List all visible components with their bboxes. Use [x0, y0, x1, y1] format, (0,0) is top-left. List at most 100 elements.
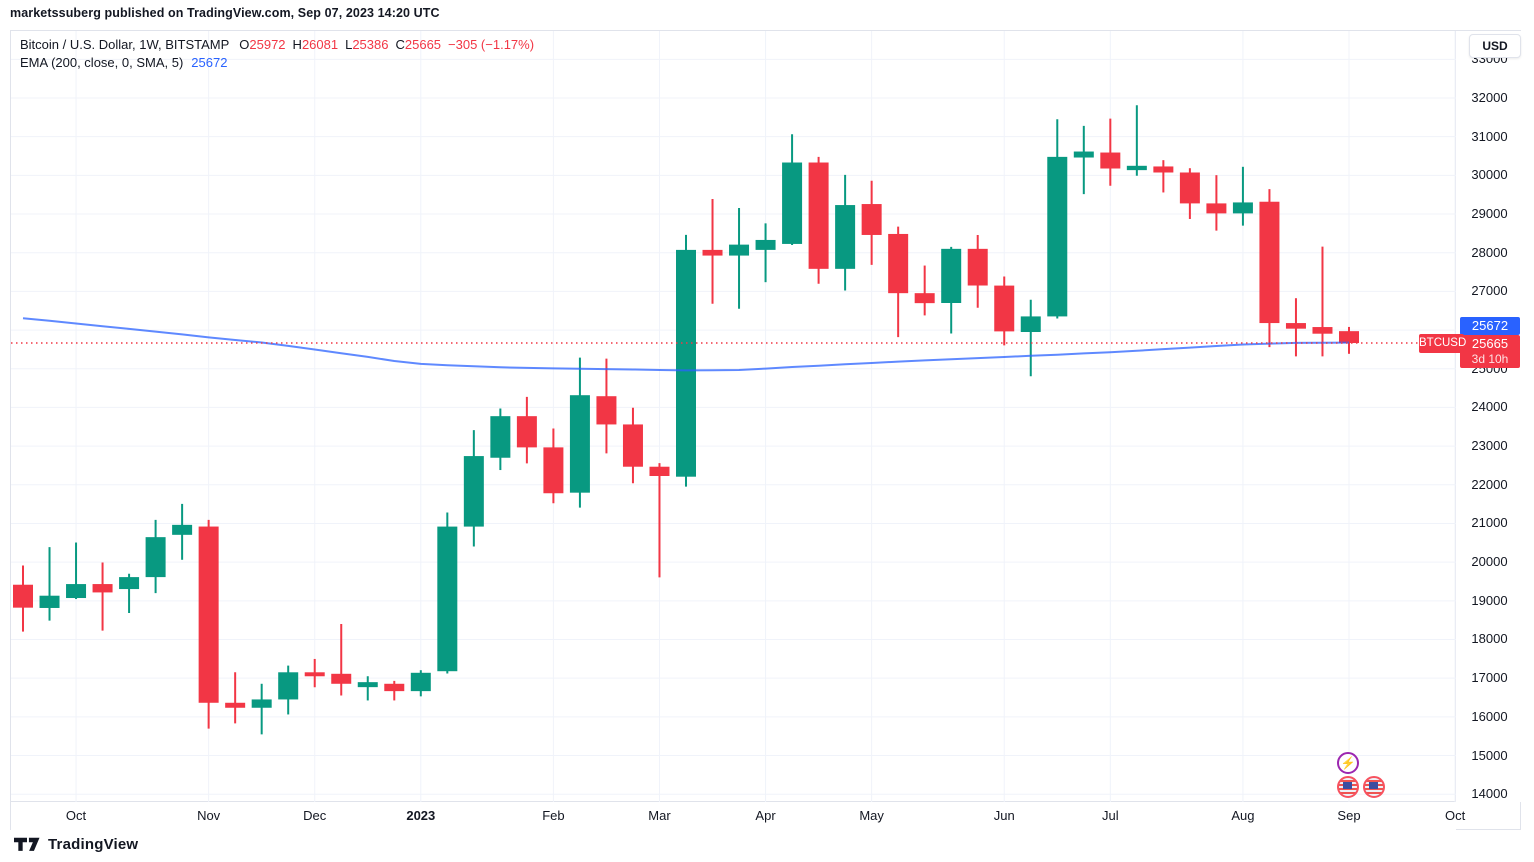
candle-body — [278, 672, 299, 700]
price-tick-label: 29000 — [1471, 206, 1508, 222]
candle-body — [1126, 165, 1147, 171]
last-price-value: 25665 — [1471, 336, 1509, 351]
time-tick-label: Oct — [1444, 808, 1466, 823]
price-tick-label: 27000 — [1471, 283, 1508, 299]
candle-body — [1312, 327, 1333, 334]
candle-body — [172, 524, 193, 535]
tradingview-logo-text[interactable]: TradingView — [48, 836, 139, 853]
chart-legend: Bitcoin / U.S. Dollar, 1W, BITSTAMP O259… — [20, 36, 541, 72]
candle-body — [861, 204, 882, 235]
price-tick-label: 24000 — [1471, 399, 1508, 415]
candle-body — [543, 447, 564, 494]
ohlc-low: L25386 — [345, 36, 389, 52]
time-tick-label: Feb — [542, 808, 565, 823]
price-tick-label: 30000 — [1471, 167, 1508, 183]
candle-body — [304, 672, 325, 677]
event-us-flag-icon[interactable] — [1363, 776, 1385, 798]
chart-canvas[interactable] — [11, 31, 1456, 802]
time-tick-label: 2023 — [406, 808, 436, 823]
time-tick-label: Jun — [993, 808, 1015, 823]
candle-body — [119, 577, 140, 590]
candle-body — [755, 239, 776, 250]
time-tick-label: Nov — [197, 808, 221, 823]
footer: TradingView — [14, 836, 138, 853]
candle-body — [1259, 201, 1280, 324]
price-tick-label: 22000 — [1471, 476, 1508, 492]
time-tick-label: Mar — [648, 808, 671, 823]
price-tick-label: 32000 — [1471, 90, 1508, 105]
time-tick-label: Jul — [1102, 808, 1119, 823]
candle-body — [782, 162, 803, 244]
candle-body — [1100, 152, 1121, 169]
price-tick-label: 16000 — [1471, 708, 1508, 724]
candle-body — [914, 293, 935, 304]
price-tick-label: 23000 — [1471, 438, 1508, 454]
time-scale[interactable]: Oct Nov Dec 2023 Feb Mar Apr May Jun Jul Aug Sep Oct — [11, 803, 1465, 831]
candle-body — [1047, 156, 1068, 317]
last-price-axis-label: 25665 3d 10h — [1460, 335, 1520, 368]
candle-body — [941, 248, 962, 303]
event-us-flag-icon[interactable] — [1337, 776, 1359, 798]
candle-body — [410, 672, 431, 692]
candle-body — [331, 673, 352, 684]
candle-body — [145, 537, 166, 578]
candle-body — [835, 205, 856, 269]
ohlc-open: O25972 — [239, 36, 286, 52]
candle-body — [516, 416, 537, 448]
time-tick-label: Sep — [1337, 808, 1361, 823]
candle-body — [1020, 316, 1041, 333]
price-tick-label: 31000 — [1471, 128, 1508, 144]
candle-body — [1339, 331, 1359, 344]
price-tick-label: 28000 — [1471, 244, 1508, 260]
candle-body — [1179, 172, 1200, 204]
candlestick-pane[interactable]: Bitcoin / U.S. Dollar, 1W, BITSTAMP O259… — [11, 31, 1456, 802]
candle-body — [251, 699, 272, 708]
price-tick-label: 17000 — [1471, 670, 1508, 686]
ohlc-close: C25665 — [395, 36, 442, 52]
ohlc-change: −305 (−1.17%) — [448, 36, 535, 52]
ema-value-axis-label: 25672 — [1460, 317, 1520, 335]
time-tick-label: Oct — [65, 808, 87, 823]
ohlc-high: H26081 — [292, 36, 339, 52]
candle-body — [1153, 166, 1174, 173]
indicator-label[interactable]: EMA (200, close, 0, SMA, 5) — [20, 54, 184, 70]
candle-body — [1285, 323, 1306, 329]
candle-body — [437, 526, 458, 672]
candle-body — [1073, 151, 1094, 158]
attribution-text: marketssuberg published on TradingView.c… — [10, 6, 440, 20]
indicator-value: 25672 — [191, 54, 228, 70]
candle-body — [888, 233, 909, 294]
candle-body — [622, 424, 643, 467]
symbol-title[interactable]: Bitcoin / U.S. Dollar, 1W, BITSTAMP — [20, 36, 230, 52]
price-tick-label: 20000 — [1471, 554, 1508, 570]
candle-body — [198, 526, 219, 703]
candle-body — [39, 595, 60, 608]
time-tick-label: Apr — [755, 808, 776, 823]
legend-indicator-row[interactable]: EMA (200, close, 0, SMA, 5) 25672 — [20, 54, 541, 70]
currency-unit-button[interactable]: USD — [1469, 34, 1521, 58]
candle-body — [596, 396, 617, 425]
price-tick-label: 21000 — [1471, 515, 1508, 531]
price-tick-label: 19000 — [1471, 592, 1508, 608]
time-tick-label: May — [859, 808, 884, 823]
candle-body — [1206, 203, 1227, 214]
price-tick-label: 15000 — [1471, 747, 1508, 763]
candle-body — [225, 702, 246, 708]
candle-body — [490, 416, 511, 458]
ema-line — [22, 317, 1350, 372]
candle-body — [384, 683, 405, 692]
candle-body — [676, 249, 696, 477]
candle-body — [92, 584, 113, 593]
candle-body — [569, 395, 590, 493]
legend-symbol-row[interactable]: Bitcoin / U.S. Dollar, 1W, BITSTAMP O259… — [20, 36, 541, 52]
bar-countdown: 3d 10h — [1471, 352, 1509, 366]
price-line-symbol-tag: BTCUSD — [1419, 334, 1466, 353]
price-scale[interactable]: 3300032000310003000029000280002700026000… — [1457, 31, 1522, 802]
candle-body — [702, 249, 723, 256]
tradingview-logo-icon[interactable] — [14, 837, 40, 852]
time-tick-label: Aug — [1231, 808, 1255, 823]
event-bolt-icon[interactable]: ⚡ — [1337, 752, 1359, 774]
chart-widget: Bitcoin / U.S. Dollar, 1W, BITSTAMP O259… — [10, 30, 1522, 831]
candle-body — [1232, 202, 1253, 214]
candle-body — [649, 466, 670, 477]
